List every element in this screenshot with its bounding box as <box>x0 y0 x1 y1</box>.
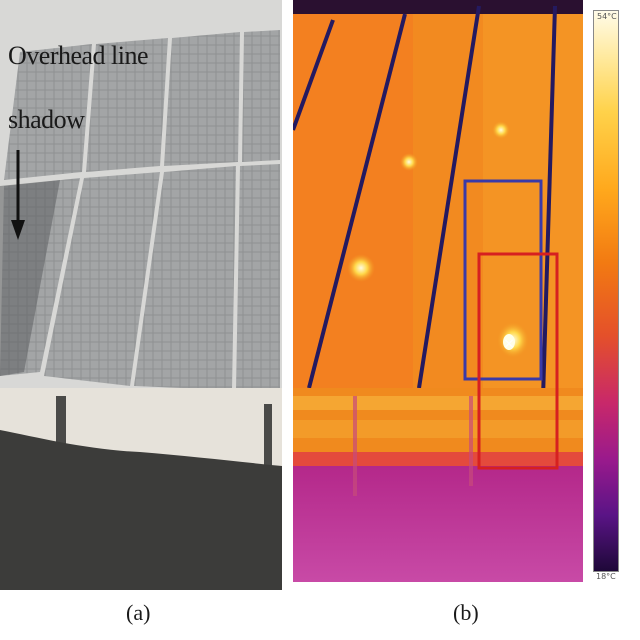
warm-spot <box>400 153 418 171</box>
pv-module <box>164 32 240 166</box>
scale-max-label: 54°C <box>597 12 617 21</box>
annotation-overhead-line: Overhead line <box>8 41 149 70</box>
red-roi-box <box>477 252 559 470</box>
caption-b: (b) <box>453 600 479 625</box>
scale-min-label: 18°C <box>596 572 616 581</box>
cursor-marker-icon: × <box>503 336 515 352</box>
warm-spot <box>347 254 375 282</box>
temperature-color-scale <box>593 10 619 572</box>
caption-a: (a) <box>126 600 151 625</box>
pv-module <box>4 44 92 180</box>
pv-module <box>44 172 160 386</box>
thermal-panel-b: × <box>293 0 583 582</box>
pv-module <box>236 164 280 392</box>
arrowhead-icon <box>11 220 25 240</box>
module-frame-line <box>541 5 557 399</box>
pv-module <box>242 30 280 162</box>
pv-module <box>86 38 168 172</box>
hot-spot-core <box>503 334 515 350</box>
thermal-image: × <box>293 0 583 582</box>
solar-array-photo <box>0 0 282 590</box>
module-frame-line <box>417 5 481 389</box>
warm-spot <box>492 121 510 139</box>
floor-cool-region <box>293 466 583 582</box>
blue-roi-box <box>463 179 543 381</box>
module-frame-line <box>307 13 407 389</box>
annotation-shadow: shadow <box>8 105 85 134</box>
pv-module <box>134 166 236 390</box>
ground <box>0 430 282 590</box>
photo-panel-a: Overhead line shadow <box>0 0 282 590</box>
